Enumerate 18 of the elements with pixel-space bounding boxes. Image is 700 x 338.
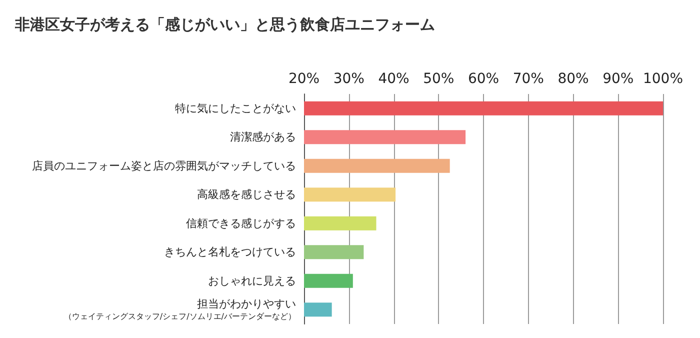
x-tick-label: 40% — [378, 71, 410, 87]
x-tick-label: 20% — [288, 71, 320, 87]
x-tick-label: 70% — [512, 71, 544, 87]
y-tick-label: 特に気にしたことがない — [175, 102, 296, 115]
y-tick-label: 清潔感がある — [230, 130, 296, 144]
x-tick-label: 80% — [558, 71, 589, 87]
chart-title: 非港区女子が考える「感じがいい」と思う飲食店ユニフォーム — [14, 16, 435, 34]
x-tick-label: 50% — [423, 71, 454, 87]
y-tick-label: 信頼できる感じがする — [186, 216, 296, 230]
y-tick-label: 担当がわかりやすい（ウェイティングスタッフ/シェフ/ソムリエ/バーテンダーなど） — [64, 298, 296, 322]
x-tick-label: 60% — [468, 71, 500, 87]
y-tick-label: 高級感を感じさせる — [197, 188, 296, 202]
y-tick-label: おしゃれに見える — [208, 274, 296, 288]
x-tick-label: 30% — [333, 71, 364, 87]
y-tick-label: 店員のユニフォーム姿と店の雰囲気がマッチしている — [32, 159, 296, 172]
x-tick-label: 90% — [602, 71, 634, 87]
y-tick-label: きちんと名札をつけている — [164, 246, 296, 259]
x-tick-label: 100% — [642, 71, 684, 87]
